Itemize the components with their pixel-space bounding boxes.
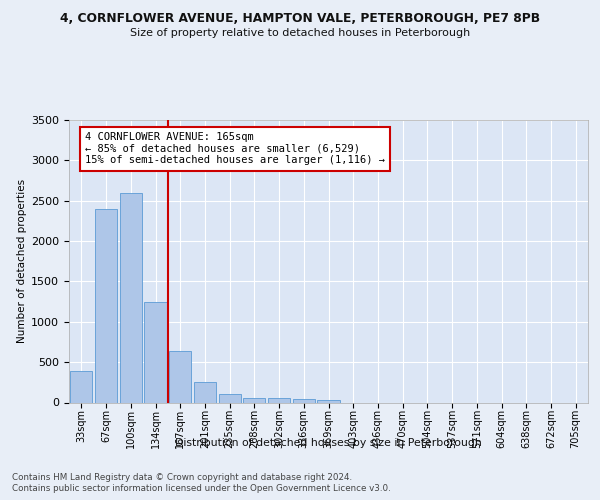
Bar [268,398,290,402]
Text: 4 CORNFLOWER AVENUE: 165sqm
← 85% of detached houses are smaller (6,529)
15% of : 4 CORNFLOWER AVENUE: 165sqm ← 85% of det… [85,132,385,166]
Bar [194,382,216,402]
Bar [218,394,241,402]
Bar [317,400,340,402]
Bar [119,192,142,402]
Y-axis label: Number of detached properties: Number of detached properties [17,179,27,344]
Bar [95,209,117,402]
Bar [70,371,92,402]
Text: Size of property relative to detached houses in Peterborough: Size of property relative to detached ho… [130,28,470,38]
Text: Distribution of detached houses by size in Peterborough: Distribution of detached houses by size … [175,438,482,448]
Bar [145,302,167,402]
Bar [293,400,315,402]
Text: Contains HM Land Registry data © Crown copyright and database right 2024.: Contains HM Land Registry data © Crown c… [12,472,352,482]
Bar [243,398,265,402]
Text: Contains public sector information licensed under the Open Government Licence v3: Contains public sector information licen… [12,484,391,493]
Bar [169,351,191,403]
Text: 4, CORNFLOWER AVENUE, HAMPTON VALE, PETERBOROUGH, PE7 8PB: 4, CORNFLOWER AVENUE, HAMPTON VALE, PETE… [60,12,540,26]
